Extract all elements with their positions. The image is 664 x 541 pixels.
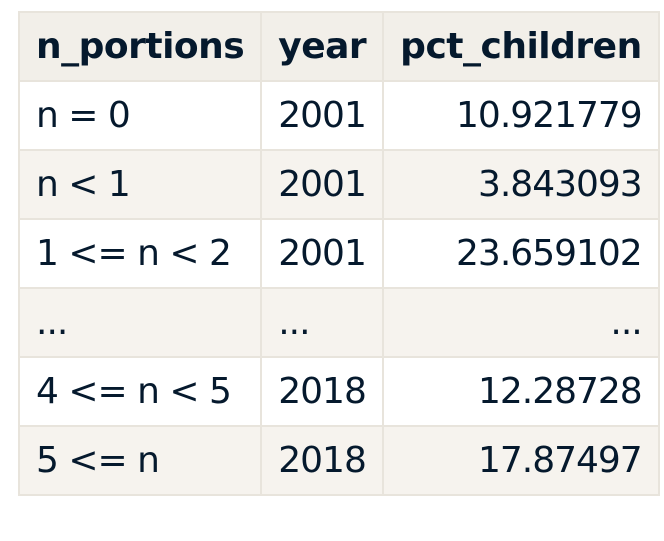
column-header-n-portions: n_portions: [17, 11, 263, 82]
cell-pct-children: 12.28728: [382, 356, 660, 427]
cell-year: ...: [260, 287, 385, 358]
cell-year: 2018: [260, 425, 385, 496]
table-row: 5 <= n 2018 17.87497: [17, 425, 660, 496]
cell-pct-children: 3.843093: [382, 149, 660, 220]
header-row: n_portions year pct_children: [17, 11, 660, 82]
data-table: n_portions year pct_children n = 0 2001 …: [17, 11, 660, 496]
cell-n-portions: 1 <= n < 2: [17, 218, 263, 289]
cell-year: 2001: [260, 80, 385, 151]
table-body: n = 0 2001 10.921779 n < 1 2001 3.843093…: [17, 80, 660, 496]
column-header-year: year: [260, 11, 385, 82]
cell-n-portions: ...: [17, 287, 263, 358]
table-row: n < 1 2001 3.843093: [17, 149, 660, 220]
cell-n-portions: n < 1: [17, 149, 263, 220]
table-header: n_portions year pct_children: [17, 11, 660, 82]
table-row: 1 <= n < 2 2001 23.659102: [17, 218, 660, 289]
cell-n-portions: n = 0: [17, 80, 263, 151]
cell-pct-children: ...: [382, 287, 660, 358]
column-header-pct-children: pct_children: [382, 11, 660, 82]
cell-n-portions: 5 <= n: [17, 425, 263, 496]
table-row: 4 <= n < 5 2018 12.28728: [17, 356, 660, 427]
cell-n-portions: 4 <= n < 5: [17, 356, 263, 427]
cell-year: 2001: [260, 218, 385, 289]
cell-pct-children: 17.87497: [382, 425, 660, 496]
table-row: n = 0 2001 10.921779: [17, 80, 660, 151]
table-row-ellipsis: ... ... ...: [17, 287, 660, 358]
cell-pct-children: 10.921779: [382, 80, 660, 151]
cell-pct-children: 23.659102: [382, 218, 660, 289]
cell-year: 2001: [260, 149, 385, 220]
cell-year: 2018: [260, 356, 385, 427]
